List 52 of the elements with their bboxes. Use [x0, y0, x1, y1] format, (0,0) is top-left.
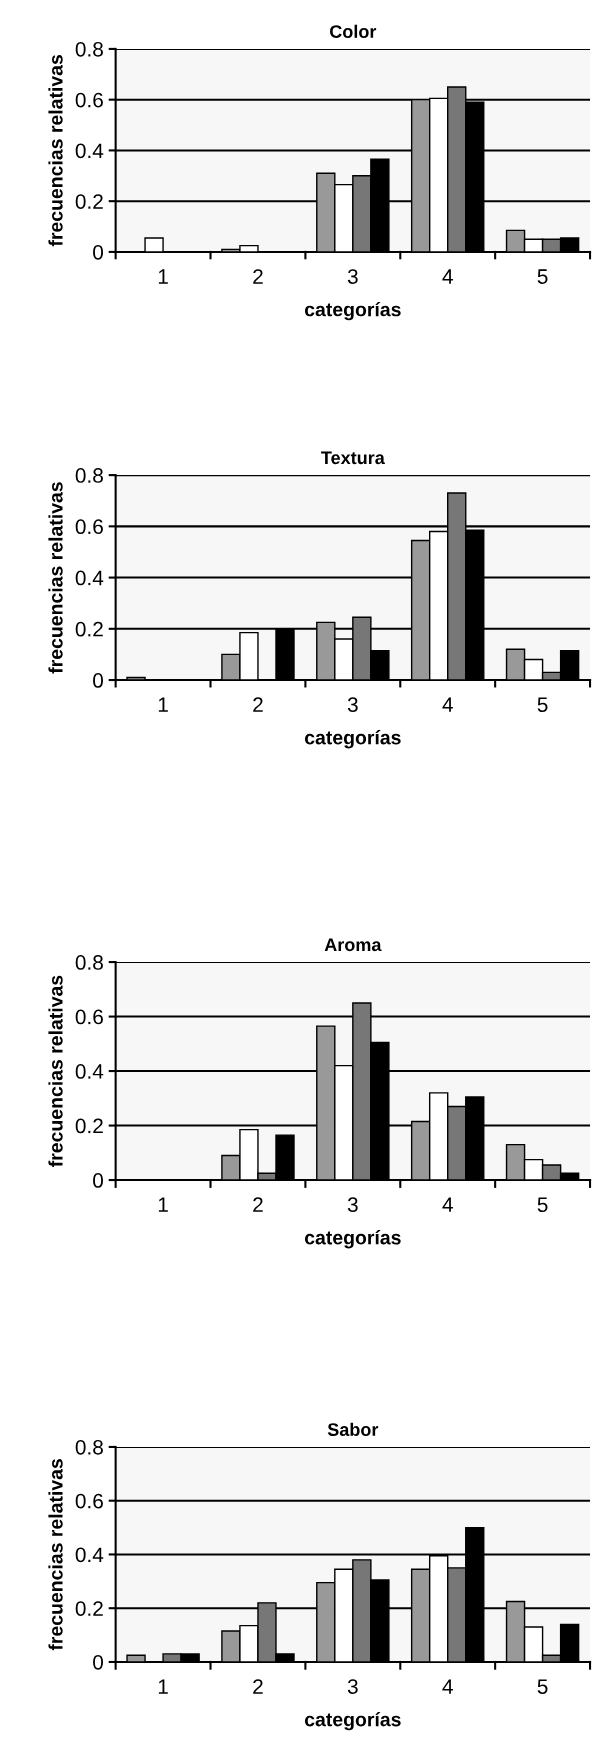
x-tick-label: 1: [158, 1197, 168, 1212]
y-tick-label: 0: [93, 1654, 104, 1670]
y-tick-label: 0.2: [75, 1601, 103, 1616]
y-tick-label: 0.8: [75, 1439, 103, 1455]
x-tick-label: 4: [442, 1679, 453, 1694]
y-tick-label: 0.4: [75, 1064, 104, 1079]
y-tick-label: 0.4: [75, 1547, 104, 1563]
x-axis-title: categorías: [304, 730, 401, 749]
y-tick-label: 0.6: [75, 92, 103, 108]
chart-title: Textura: [321, 451, 385, 465]
chart-title: Color: [330, 24, 377, 38]
x-tick-label: 4: [442, 697, 453, 712]
y-tick-label: 0.2: [75, 194, 103, 209]
x-tick-label: 1: [158, 697, 168, 712]
x-tick-label: 3: [347, 1679, 358, 1694]
y-tick-label: 0.6: [75, 1009, 103, 1025]
y-tick-label: 0.2: [75, 621, 103, 637]
x-tick-label: 1: [158, 1679, 168, 1694]
y-tick-label: 0.2: [75, 1118, 103, 1134]
y-tick-label: 0: [93, 673, 104, 688]
x-tick-label: 4: [442, 1197, 453, 1212]
x-tick-label: 1: [158, 269, 168, 284]
x-tick-label: 2: [253, 1679, 263, 1694]
y-tick-label: 0.8: [75, 955, 103, 970]
y-axis-title: frecuencias relativas: [48, 482, 63, 674]
y-tick-label: 0.8: [75, 468, 103, 483]
x-tick-label: 2: [253, 269, 263, 284]
x-tick-label: 2: [253, 1197, 263, 1212]
y-tick-label: 0.8: [75, 41, 103, 57]
y-tick-label: 0: [93, 244, 104, 260]
x-axis-title: categorías: [304, 301, 401, 321]
y-tick-label: 0.4: [75, 143, 104, 159]
x-tick-label: 3: [347, 1197, 358, 1213]
x-tick-label: 5: [537, 697, 548, 712]
y-tick-label: 0.6: [75, 519, 103, 535]
x-tick-label: 5: [537, 1679, 548, 1694]
x-tick-label: 2: [253, 697, 263, 712]
y-axis-title: frecuencias relativas: [48, 1459, 63, 1651]
x-tick-label: 5: [537, 1197, 548, 1213]
x-axis-title: categorías: [304, 1711, 401, 1731]
x-axis-title: categorías: [304, 1230, 401, 1249]
y-axis-title: frecuencias relativas: [48, 975, 63, 1167]
y-axis-title: frecuencias relativas: [48, 55, 63, 247]
chart-title: Sabor: [327, 1422, 379, 1437]
chart-title: Aroma: [324, 938, 382, 952]
x-tick-label: 5: [537, 269, 548, 284]
y-tick-label: 0: [93, 1173, 104, 1188]
y-tick-label: 0.6: [75, 1493, 103, 1509]
x-tick-label: 3: [347, 697, 358, 712]
x-tick-label: 3: [347, 269, 358, 284]
y-tick-label: 0.4: [75, 570, 104, 586]
x-tick-label: 4: [442, 269, 453, 284]
